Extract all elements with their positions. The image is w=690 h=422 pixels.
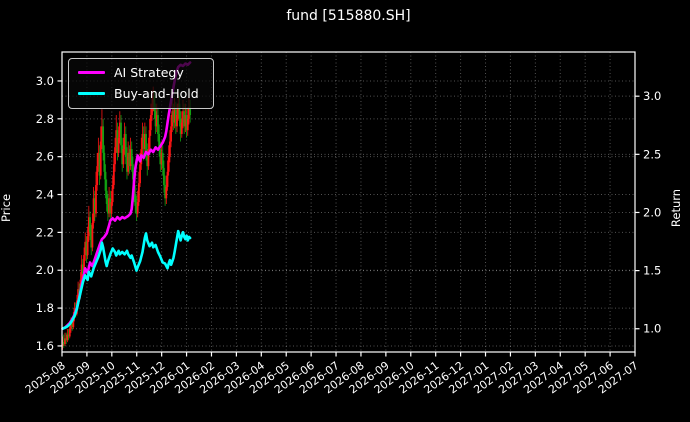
price-tick-label: 2.8 <box>36 112 54 126</box>
chart-title: fund [515880.SH] <box>286 8 411 24</box>
price-tick-label: 2.2 <box>36 225 54 239</box>
plot-border <box>61 51 636 353</box>
price-tick-label: 3.0 <box>36 74 54 88</box>
legend-item-ai-strategy: AI Strategy <box>78 65 203 80</box>
return-tick-label: 2.0 <box>643 205 661 219</box>
return-tick-label: 2.5 <box>643 147 661 161</box>
return-tick-label: 1.0 <box>643 322 661 336</box>
return-tick-label: 1.5 <box>643 264 661 278</box>
ai-strategy-line-swatch <box>78 71 105 74</box>
return-tick-label: 3.0 <box>643 89 661 103</box>
price-tick-label: 2.4 <box>36 188 54 202</box>
candlestick-series <box>61 86 192 350</box>
axis-ticks: 1.61.82.02.22.42.62.83.01.01.52.02.53.02… <box>23 74 661 396</box>
price-tick-label: 1.8 <box>36 301 54 315</box>
legend-item-buy-and-hold: Buy-and-Hold <box>78 86 203 101</box>
legend-label: Buy-and-Hold <box>114 86 199 101</box>
legend-label: AI Strategy <box>114 65 184 80</box>
price-axis-label: Price <box>0 193 13 223</box>
price-tick-label: 2.0 <box>36 263 54 277</box>
legend: AI Strategy Buy-and-Hold <box>68 58 214 109</box>
buy-and-hold-line <box>61 229 192 331</box>
price-tick-label: 1.6 <box>36 339 54 353</box>
price-tick-label: 2.6 <box>36 150 54 164</box>
return-axis-label: Return <box>669 188 683 228</box>
buy-and-hold-line-swatch <box>78 92 105 95</box>
